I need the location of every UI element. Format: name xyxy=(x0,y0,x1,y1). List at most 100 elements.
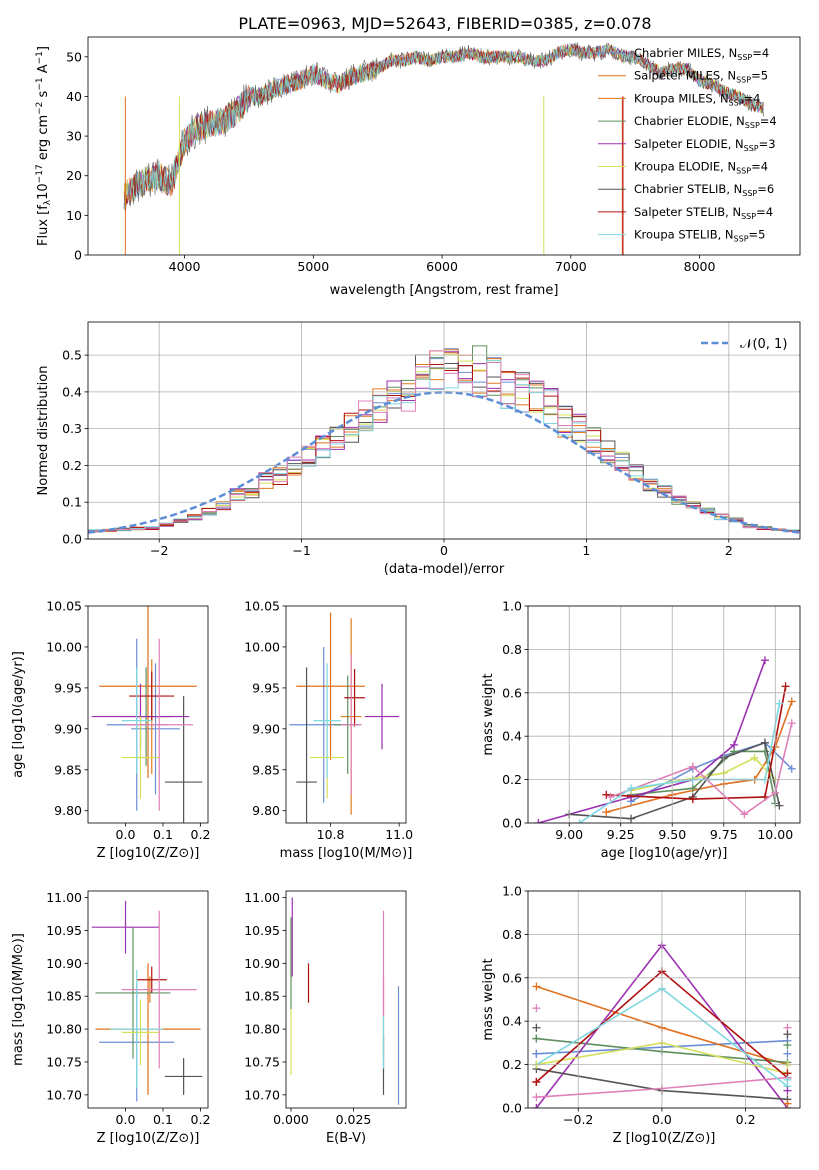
weight-marker xyxy=(787,719,796,728)
histogram-panel: −2 −1 0 1 2 0.0 0.1 0.2 0.3 0.4 0.5 (data-model)/er… xyxy=(36,321,801,577)
x-axis-label: Z [log10(Z/Z⊙)] xyxy=(97,1131,200,1146)
y-tick-label: 50 xyxy=(66,49,82,64)
axes-frame xyxy=(527,605,801,824)
x-tick-label: 2 xyxy=(725,543,733,558)
weight-marker xyxy=(783,1086,792,1095)
y-tick-label: 11.00 xyxy=(244,890,280,905)
weight-marker xyxy=(532,1077,541,1086)
x-tick-label: 6000 xyxy=(426,259,458,274)
x-axis-label: (data-model)/error xyxy=(384,562,505,577)
weight-marker xyxy=(783,1075,792,1084)
errorbar-point xyxy=(344,669,365,727)
y-tick-label: 10.05 xyxy=(46,599,82,614)
y-tick-label: 0.4 xyxy=(502,1014,522,1029)
y-tick-label: 0.8 xyxy=(502,642,522,657)
x-tick-label: 11.0 xyxy=(385,827,413,842)
y-tick-label: 0 xyxy=(74,248,82,263)
spectrum-panel: 4000 5000 6000 7000 8000 0 10 20 30 40 50 wavelengt… xyxy=(35,36,801,298)
y-tick-label: 10.95 xyxy=(244,923,280,938)
weight-marker xyxy=(787,764,796,773)
legend-label: Salpeter MILES, NSSP=5 xyxy=(634,69,768,85)
y-tick-label: 10.85 xyxy=(244,989,280,1004)
legend-label: Chabrier STELIB, NSSP=6 xyxy=(634,182,774,198)
panel-weight-vs-age-plot-area xyxy=(534,656,796,823)
errorbar-point xyxy=(121,716,160,799)
y-tick-label: 0.8 xyxy=(502,927,522,942)
x-axis-label: mass [log10(M/M⊙)] xyxy=(280,846,413,861)
y-tick-label: 1.0 xyxy=(502,884,522,899)
y-axis-label: Flux [fλ10−17 erg cm−2 s−1 A−1] xyxy=(35,46,53,246)
panel-age-vs-mass: 10.8 11.0 9.80 9.85 9.90 9.95 10.00 10.05 mass [… xyxy=(244,599,413,862)
x-tick-label: 0.1 xyxy=(153,827,173,842)
weight-marker xyxy=(760,738,769,747)
y-tick-label: 0.0 xyxy=(502,816,522,831)
spectrum-line xyxy=(123,42,764,209)
y-tick-label: 10.95 xyxy=(46,923,82,938)
y-tick-label: 11.00 xyxy=(46,890,82,905)
x-tick-label: 10.00 xyxy=(757,827,793,842)
weight-marker xyxy=(730,740,739,749)
x-tick-label: 0.2 xyxy=(191,1112,211,1127)
weight-marker xyxy=(775,699,784,708)
axes-frame xyxy=(87,890,209,1109)
errorbar-point xyxy=(364,683,400,750)
x-axis-label: age [log10(age/yr)] xyxy=(601,846,728,861)
y-axis-label: mass [log10(M/M⊙)] xyxy=(11,933,26,1066)
y-tick-label: 10.80 xyxy=(244,1022,280,1037)
errorbar-point xyxy=(164,1058,203,1095)
x-tick-label: −1 xyxy=(292,543,310,558)
errorbar-point xyxy=(131,663,180,795)
weight-marker xyxy=(783,1030,792,1039)
y-tick-label: 0.2 xyxy=(502,1057,522,1072)
weight-marker xyxy=(750,753,759,762)
x-tick-label: 9.25 xyxy=(607,827,635,842)
y-tick-label: 10.70 xyxy=(46,1087,82,1102)
weight-marker xyxy=(688,795,697,804)
weight-marker xyxy=(627,784,636,793)
legend-label: Kroupa ELODIE, NSSP=4 xyxy=(634,160,768,176)
x-tick-label: 0.1 xyxy=(153,1112,173,1127)
weight-marker xyxy=(783,1049,792,1058)
weight-marker xyxy=(688,784,697,793)
axes-frame xyxy=(87,321,801,540)
y-tick-label: 0.6 xyxy=(502,970,522,985)
x-tick-label: 0.2 xyxy=(191,827,211,842)
legend-label: Kroupa STELIB, NSSP=5 xyxy=(634,228,765,244)
legend-label: Salpeter ELODIE, NSSP=3 xyxy=(634,137,776,153)
errorbar-point xyxy=(136,966,167,993)
y-tick-label: 9.95 xyxy=(54,680,82,695)
weight-marker xyxy=(781,682,790,691)
weight-marker xyxy=(532,1104,541,1108)
panel-weight-vs-age: 9.00 9.25 9.50 9.75 10.00 0.0 0.2 0.4 0.6 0.8 1.0 a… xyxy=(481,599,801,861)
weight-series-line xyxy=(606,686,787,800)
y-tick-label: 0.0 xyxy=(502,1101,522,1116)
x-tick-label: 8000 xyxy=(684,259,716,274)
x-tick-label: 0.0 xyxy=(116,1112,136,1127)
weight-marker xyxy=(575,819,584,823)
y-tick-label: 0.4 xyxy=(62,384,82,399)
x-tick-label: 9.50 xyxy=(658,827,686,842)
errorbar-point xyxy=(129,671,175,721)
x-tick-label: 9.00 xyxy=(555,827,583,842)
y-axis-label: age [log10(age/yr)] xyxy=(11,651,26,778)
x-tick-label: −2 xyxy=(150,543,168,558)
errorbar-point xyxy=(164,696,203,823)
legend-label: 𝒩(0, 1) xyxy=(740,337,787,352)
panel-mass-vs-EBV: 0.000 0.025 10.70 10.75 10.80 10.85 10.90 10.95… xyxy=(244,890,407,1146)
chart-title: PLATE=0963, MJD=52643, FIBERID=0385, z=0… xyxy=(238,14,651,33)
y-tick-label: 10.75 xyxy=(46,1054,82,1069)
weight-marker xyxy=(688,762,697,771)
x-tick-label: 9.75 xyxy=(710,827,738,842)
axes-frame xyxy=(285,890,407,1109)
spectrum-line xyxy=(123,44,764,207)
y-tick-label: 0.2 xyxy=(502,772,522,787)
x-axis-label: wavelength [Angstrom, rest frame] xyxy=(330,283,559,298)
y-axis-label: mass weight xyxy=(481,958,496,1040)
weight-marker xyxy=(602,808,611,817)
errorbar-point xyxy=(296,667,317,823)
x-axis-label: Z [log10(Z/Z⊙)] xyxy=(613,1131,716,1146)
y-tick-label: 10.00 xyxy=(244,639,280,654)
axes-frame xyxy=(527,890,801,1109)
x-tick-label: 0.2 xyxy=(736,1112,756,1127)
y-tick-label: 10.75 xyxy=(244,1054,280,1069)
